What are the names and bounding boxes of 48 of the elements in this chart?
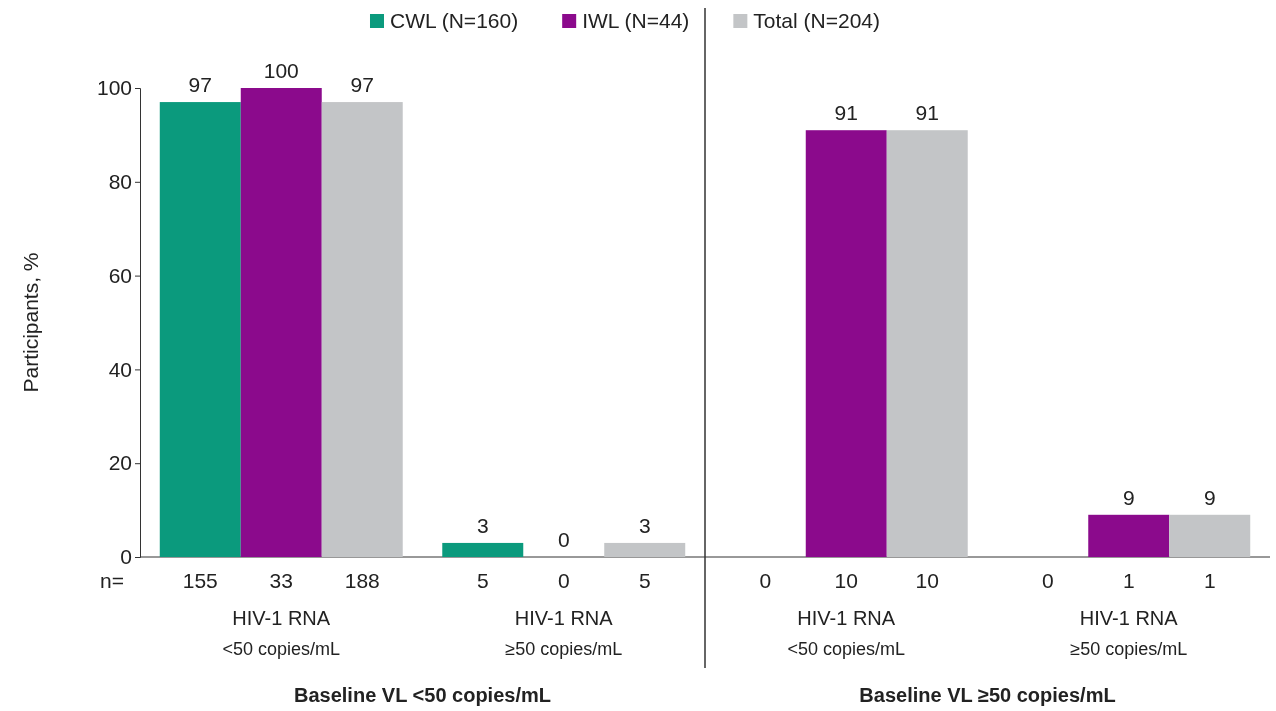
data-label: 91 — [834, 101, 858, 125]
x-tick-label: HIV-1 RNA <50 copies/mL — [787, 607, 906, 659]
data-label: 3 — [638, 513, 651, 537]
y-tick-label: 60 — [108, 263, 132, 287]
text: 10 — [915, 569, 939, 592]
text: 33 — [269, 569, 293, 592]
bar — [1088, 514, 1170, 557]
bar — [805, 130, 887, 557]
legend-label: Total (N=204) — [753, 9, 881, 32]
data-label: 3 — [476, 513, 489, 537]
y-tick-label: 0 — [120, 545, 132, 569]
y-axis-title: Participants, % — [19, 252, 42, 393]
data-label: 100 — [263, 59, 299, 82]
y-tick-label: 100 — [96, 76, 132, 100]
text: 1 — [1122, 569, 1135, 592]
bar — [1169, 514, 1251, 557]
x-tick-label: HIV-1 RNA <50 copies/mL — [222, 607, 341, 659]
text: 0 — [557, 569, 570, 592]
bar — [240, 88, 322, 557]
text: 155 — [182, 569, 218, 592]
x-tick-label: HIV-1 RNA ≥50 copies/mL — [1070, 607, 1188, 659]
text: 188 — [344, 569, 380, 592]
text: 0 — [1041, 569, 1054, 592]
text: 5 — [638, 569, 651, 592]
text: Baseline VL ≥50 copies/mL — [859, 684, 1116, 706]
text: 0 — [759, 569, 772, 592]
x-tick-label: HIV-1 RNA ≥50 copies/mL — [505, 607, 623, 659]
text: 1 — [1203, 569, 1216, 592]
legend-label: CWL (N=160) — [389, 9, 519, 32]
bar — [886, 130, 968, 557]
data-label: 9 — [1203, 485, 1216, 509]
y-tick-label: 40 — [108, 357, 132, 381]
legend-label: IWL (N=44) — [582, 9, 690, 32]
bar — [442, 542, 524, 557]
text: n= — [100, 569, 124, 592]
y-tick-label: 80 — [108, 170, 132, 194]
bar — [159, 102, 241, 557]
text: 10 — [834, 569, 858, 592]
data-label: 97 — [188, 73, 212, 97]
data-label: 0 — [557, 528, 570, 551]
text: Baseline VL <50 copies/mL — [294, 684, 551, 706]
bar — [604, 542, 686, 557]
data-label: 9 — [1122, 485, 1135, 509]
y-tick-label: 20 — [108, 451, 132, 475]
bar — [321, 102, 403, 557]
text: 5 — [476, 569, 489, 592]
data-label: 91 — [915, 101, 939, 125]
data-label: 97 — [350, 73, 374, 97]
